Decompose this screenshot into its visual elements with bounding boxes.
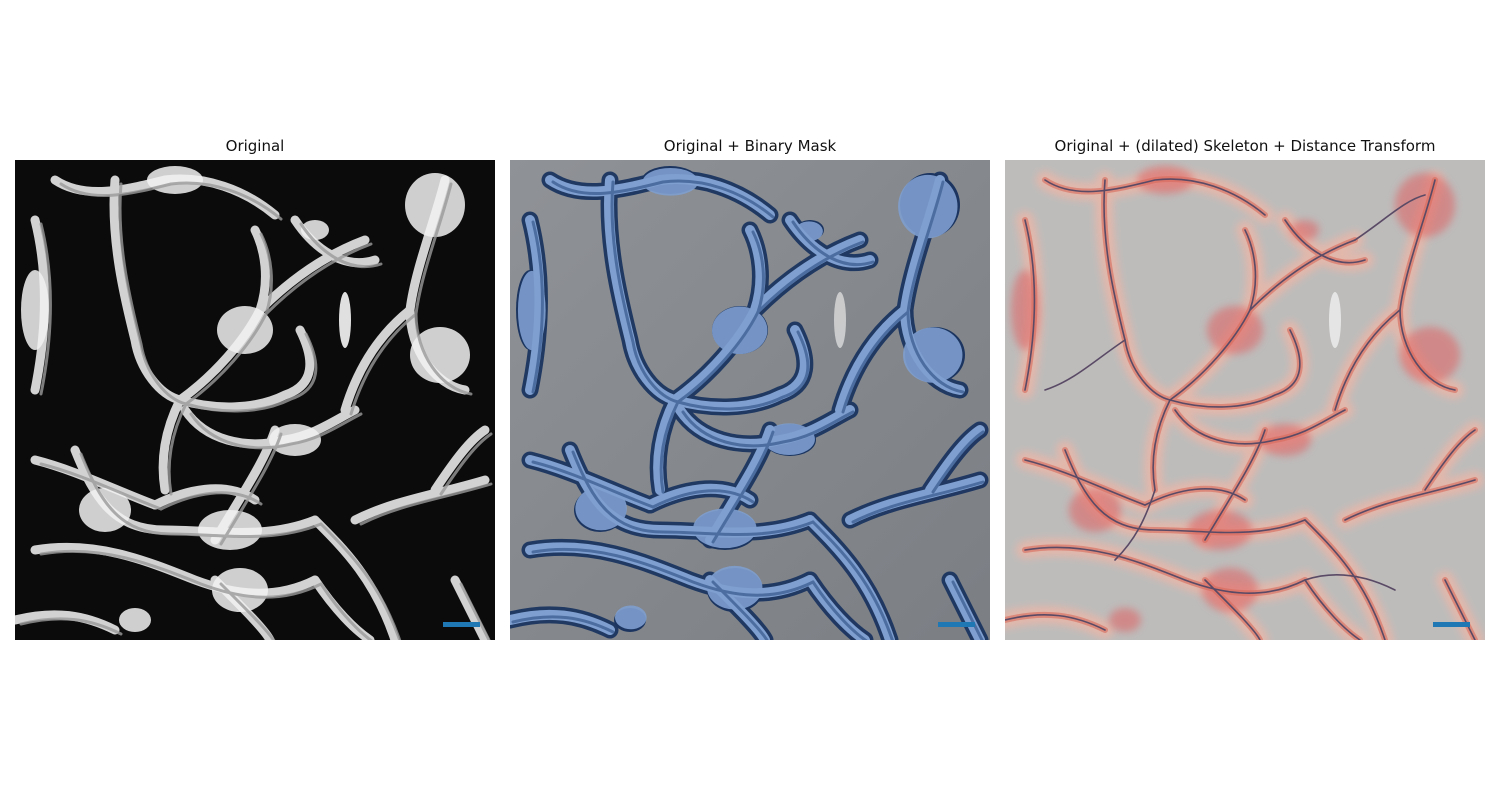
scale-bar xyxy=(443,622,480,627)
scale-bar xyxy=(1433,622,1470,627)
original-micrograph xyxy=(15,160,495,640)
panel-title: Original + (dilated) Skeleton + Distance… xyxy=(1054,137,1436,155)
panel-title: Original xyxy=(225,137,285,155)
mask-overlay-image xyxy=(510,160,990,640)
isolated-cell xyxy=(834,292,846,348)
panel-title: Original + Binary Mask xyxy=(663,137,837,155)
skeleton-overlay-image xyxy=(1005,160,1485,640)
isolated-cell xyxy=(339,292,351,348)
scale-bar xyxy=(938,622,975,627)
isolated-cell xyxy=(1329,292,1341,348)
